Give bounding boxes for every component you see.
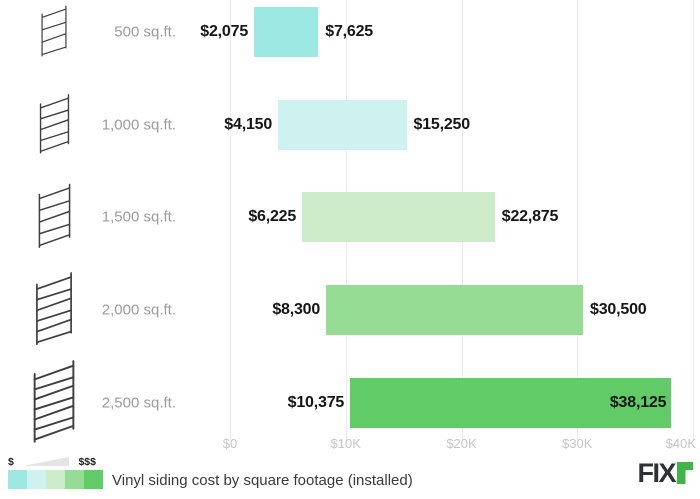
max-cost-label: $7,625 bbox=[325, 23, 373, 40]
min-cost-label: $2,075 bbox=[200, 23, 249, 40]
siding-sketch-icon bbox=[12, 272, 96, 348]
min-cost-label: $10,375 bbox=[287, 394, 345, 411]
chart-row: 1,500 sq.ft. $6,225 $22,875 bbox=[0, 172, 700, 262]
cost-range-bar bbox=[302, 192, 495, 242]
gridline bbox=[693, 0, 694, 440]
cost-wedge-icon bbox=[23, 457, 70, 466]
cost-scale-legend: $ $$$ bbox=[8, 456, 103, 489]
min-cost-label: $6,225 bbox=[248, 208, 297, 225]
x-axis-tick-label: $20K bbox=[446, 436, 477, 451]
cost-range-bar bbox=[350, 378, 672, 428]
x-axis-tick-label: $0 bbox=[222, 436, 238, 451]
max-cost-label: $15,250 bbox=[413, 116, 471, 133]
fixr-logo[interactable]: FIX bbox=[637, 458, 693, 488]
siding-sketch-icon bbox=[12, 183, 96, 251]
chart-caption: Vinyl siding cost by square footage (ins… bbox=[112, 472, 413, 489]
max-cost-label: $38,125 bbox=[609, 394, 667, 411]
legend-high-label: $$$ bbox=[78, 455, 96, 468]
fixr-logo-text: FIX bbox=[637, 458, 676, 488]
gridline bbox=[230, 0, 231, 440]
legend-low-label: $ bbox=[8, 455, 14, 468]
cost-scale-range: $ $$$ bbox=[8, 456, 96, 467]
siding-sketch-icon bbox=[12, 5, 96, 59]
cost-range-bar bbox=[254, 7, 319, 57]
max-cost-label: $22,875 bbox=[501, 208, 559, 225]
gridline bbox=[577, 0, 579, 440]
category-label: 1,000 sq.ft. bbox=[101, 116, 176, 134]
legend-swatch bbox=[8, 470, 27, 489]
chart-row: 2,500 sq.ft. $10,375 $38,125 bbox=[0, 358, 700, 448]
max-cost-label: $30,500 bbox=[590, 301, 647, 318]
fixr-logo-r-icon bbox=[677, 462, 693, 484]
min-cost-label: $4,150 bbox=[224, 116, 273, 133]
category-label: 1,500 sq.ft. bbox=[101, 208, 176, 226]
x-axis-tick-label: $40K bbox=[665, 436, 696, 451]
siding-sketch-icon bbox=[12, 360, 96, 446]
x-axis-tick-label: $10K bbox=[330, 436, 361, 451]
category-label: 500 sq.ft. bbox=[114, 23, 176, 41]
legend-swatch bbox=[27, 470, 46, 489]
siding-sketch-icon bbox=[12, 94, 96, 156]
legend-swatch bbox=[65, 470, 84, 489]
x-axis-tick-label: $30K bbox=[562, 436, 593, 451]
category-label: 2,500 sq.ft. bbox=[101, 394, 176, 412]
category-label: 2,000 sq.ft. bbox=[101, 301, 176, 319]
chart-row: 500 sq.ft. $2,075 $7,625 bbox=[0, 0, 700, 77]
legend-swatches bbox=[8, 470, 103, 489]
legend-swatch bbox=[84, 470, 103, 489]
chart-row: 1,000 sq.ft. $4,150 $15,250 bbox=[0, 80, 700, 170]
cost-range-bar bbox=[326, 285, 584, 335]
chart-row: 2,000 sq.ft. $8,300 $30,500 bbox=[0, 265, 700, 355]
min-cost-label: $8,300 bbox=[272, 301, 321, 318]
cost-range-bar bbox=[278, 100, 407, 150]
legend-swatch bbox=[46, 470, 65, 489]
